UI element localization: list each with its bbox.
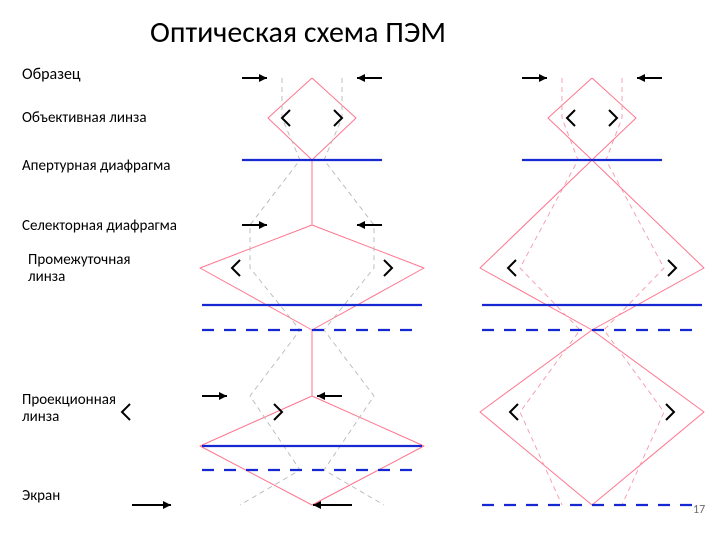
label-specimen: Образец [22,66,81,84]
label-screen: Экран [22,488,60,505]
page-title: Оптическая схема ПЭМ [150,14,446,51]
label-selector: Селекторная диафрагма [22,218,177,235]
label-aperture: Апертурная диафрагма [22,158,171,175]
label-projection: Проекционнаялинза [22,392,116,427]
label-objective: Объективная линза [22,110,147,127]
label-intermediate: Промежуточнаялинза [28,252,131,287]
page-number: 17 [693,503,705,517]
